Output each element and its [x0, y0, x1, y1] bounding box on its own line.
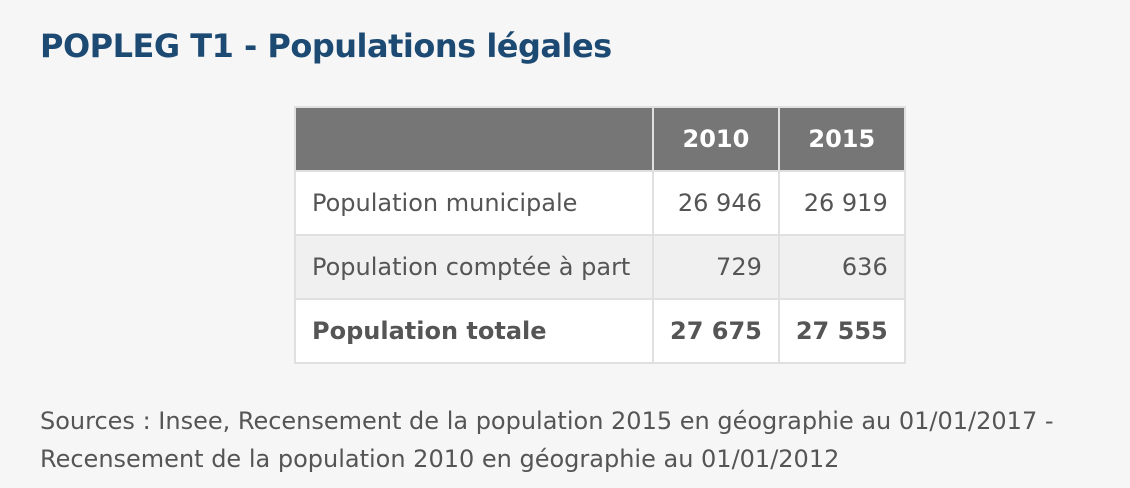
cell-value: 729 [652, 234, 780, 300]
header-blank-cell [294, 106, 654, 172]
source-line-2: Recensement de la population 2010 en géo… [40, 445, 840, 473]
table-row: Population municipale 26 946 26 919 [294, 170, 906, 236]
source-note: Sources : Insee, Recensement de la popul… [40, 402, 1126, 478]
population-table: 2010 2015 Population municipale 26 946 2… [294, 106, 906, 364]
column-header-2015: 2015 [777, 106, 906, 172]
table-header-row: 2010 2015 [294, 106, 906, 172]
page-title: POPLEG T1 - Populations légales [40, 27, 612, 65]
row-label: Population totale [294, 298, 654, 364]
cell-value: 26 919 [777, 170, 906, 236]
cell-value: 26 946 [652, 170, 780, 236]
cell-value: 636 [777, 234, 906, 300]
source-line-1: Sources : Insee, Recensement de la popul… [40, 407, 1054, 435]
row-label: Population municipale [294, 170, 654, 236]
row-label: Population comptée à part [294, 234, 654, 300]
column-header-2010: 2010 [652, 106, 780, 172]
table-row: Population comptée à part 729 636 [294, 234, 906, 300]
cell-value: 27 555 [777, 298, 906, 364]
cell-value: 27 675 [652, 298, 780, 364]
table-row-total: Population totale 27 675 27 555 [294, 298, 906, 364]
